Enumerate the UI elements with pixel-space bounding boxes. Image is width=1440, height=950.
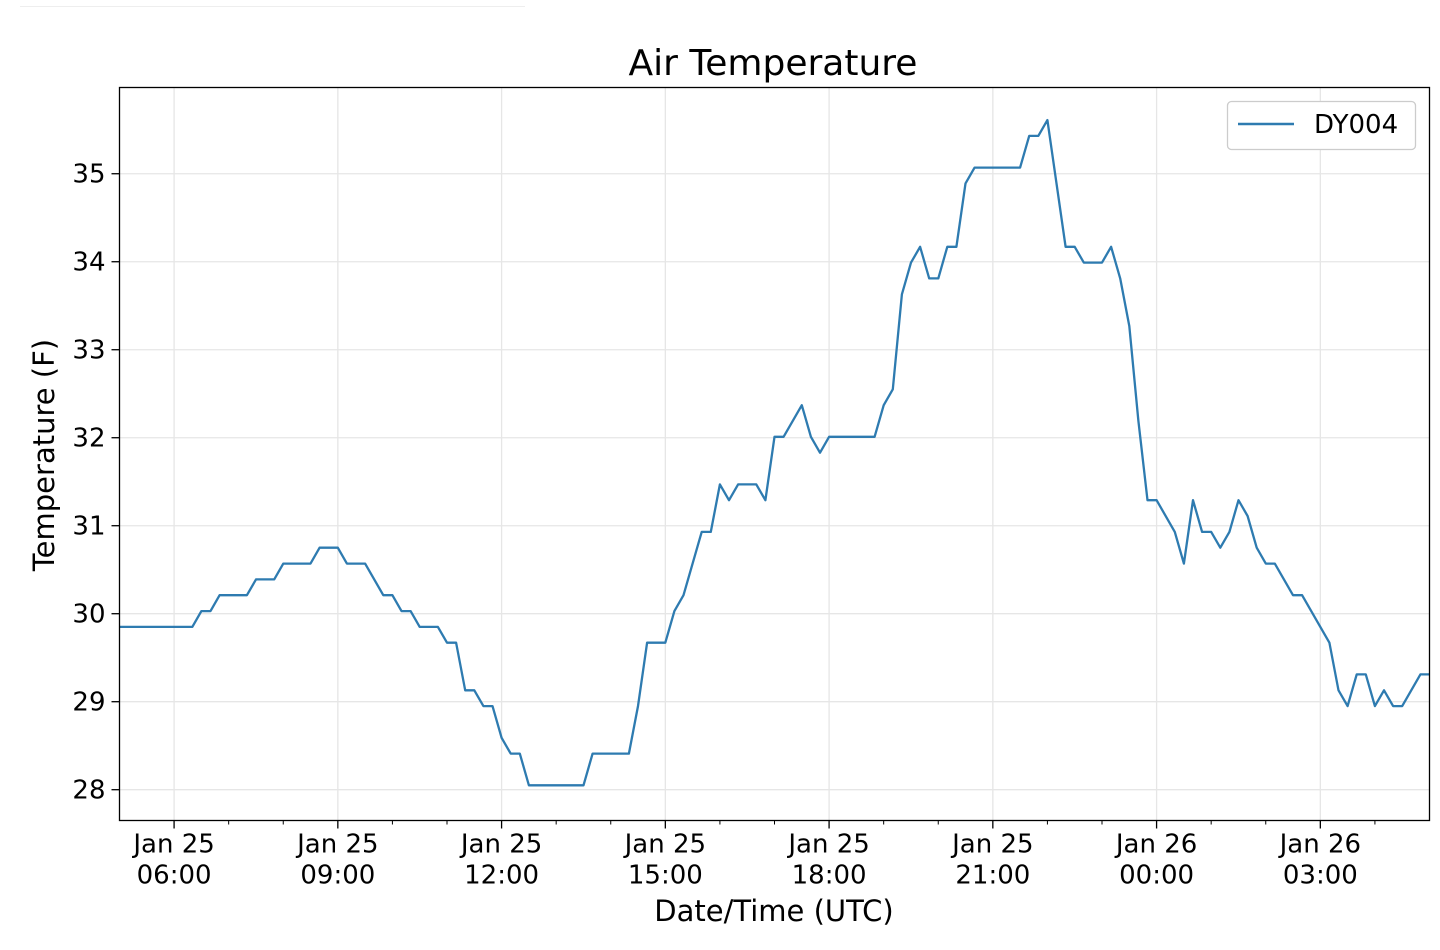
legend-label: DY004 — [1314, 110, 1398, 140]
x-tick-label-date: Jan 25 — [623, 830, 706, 860]
x-tick-label-time: 06:00 — [137, 861, 212, 891]
x-tick-label-time: 15:00 — [628, 861, 703, 891]
x-tick-label-time: 12:00 — [464, 861, 539, 891]
x-tick-label-time: 00:00 — [1119, 861, 1194, 891]
y-tick-label: 30 — [72, 600, 105, 630]
y-tick-label: 33 — [72, 336, 105, 366]
x-tick-label-date: Jan 26 — [1278, 830, 1361, 860]
y-tick-label: 34 — [72, 248, 105, 278]
series-line-dy004 — [119, 118, 1430, 787]
x-tick-label-time: 18:00 — [792, 861, 867, 891]
x-axis-label: Date/Time (UTC) — [654, 894, 893, 928]
y-tick-label: 32 — [72, 424, 105, 454]
grid — [119, 87, 1430, 821]
legend-box — [1226, 100, 1417, 151]
y-tick-label: 29 — [72, 688, 105, 718]
x-tick-label-date: Jan 25 — [786, 830, 869, 860]
y-tick-label: 28 — [72, 776, 105, 806]
y-axis-label: Temperature (F) — [27, 339, 61, 572]
x-tick-label-time: 03:00 — [1283, 861, 1358, 891]
y-tick-label: 31 — [72, 512, 105, 542]
x-tick-label-date: Jan 25 — [950, 830, 1033, 860]
y-tick-label: 35 — [72, 160, 105, 190]
series-layer — [119, 118, 1430, 787]
legend: DY004 — [1226, 100, 1417, 151]
x-tick-label-time: 09:00 — [300, 861, 375, 891]
chart-title: Air Temperature — [629, 43, 918, 84]
plot-frame — [118, 86, 1431, 822]
x-tick-label-time: 21:00 — [955, 861, 1030, 891]
x-tick-label-date: Jan 25 — [131, 830, 214, 860]
x-tick-label-date: Jan 26 — [1114, 830, 1197, 860]
x-tick-label-date: Jan 25 — [295, 830, 378, 860]
top-divider — [20, 6, 525, 7]
x-tick-label-date: Jan 25 — [459, 830, 542, 860]
